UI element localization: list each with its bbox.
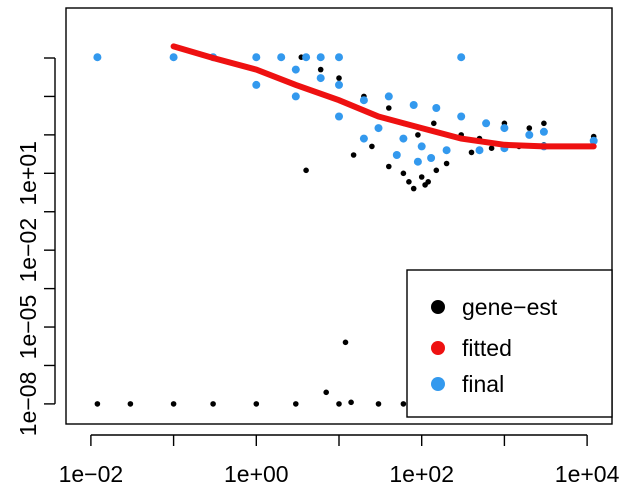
point-0-18 (415, 132, 421, 138)
legend-marker-gene-est (431, 300, 445, 314)
point-2-24 (374, 124, 383, 133)
point-2-28 (475, 146, 484, 155)
point-0-10 (323, 389, 330, 396)
x-tick-label-6: 1e+04 (555, 461, 620, 487)
point-2-9 (291, 65, 300, 74)
point-2-8 (457, 53, 466, 62)
point-0-33 (425, 179, 432, 185)
point-2-32 (359, 134, 368, 143)
point-0-19 (431, 120, 437, 127)
y-tick-label-6: 1e+01 (15, 141, 41, 206)
point-2-10 (316, 74, 325, 83)
y-tick-label-0: 1e−08 (15, 372, 41, 437)
x-tick-label-2: 1e+00 (224, 461, 289, 487)
point-0-3 (210, 401, 216, 407)
legend-label-fitted: fitted (462, 335, 512, 361)
point-0-9 (342, 339, 349, 346)
legend-marker-fitted (431, 341, 445, 355)
point-2-22 (291, 92, 300, 101)
point-0-34 (433, 167, 440, 174)
point-0-27 (386, 163, 392, 170)
point-2-25 (399, 134, 408, 143)
point-0-5 (293, 401, 299, 407)
point-0-29 (406, 179, 412, 185)
point-0-30 (410, 185, 417, 192)
point-0-6 (336, 401, 342, 407)
y-tick-label-2: 1e−05 (15, 295, 41, 360)
point-0-16 (386, 105, 392, 111)
point-2-11 (335, 80, 343, 89)
point-2-17 (482, 119, 491, 128)
point-2-35 (427, 154, 436, 162)
plot-frame (65, 7, 613, 425)
point-2-18 (500, 124, 509, 133)
point-0-13 (317, 66, 324, 73)
point-0-42 (303, 167, 309, 174)
legend-label-gene-est: gene−est (462, 294, 558, 320)
point-0-2 (170, 401, 177, 407)
point-2-34 (413, 157, 422, 166)
point-0-25 (350, 152, 357, 158)
point-0-37 (488, 145, 495, 151)
point-2-5 (302, 53, 311, 62)
point-0-4 (253, 401, 260, 407)
point-2-4 (277, 53, 286, 62)
point-2-33 (392, 151, 401, 159)
point-0-0 (94, 401, 101, 407)
fitted-curve (170, 43, 597, 150)
legend-marker-final (431, 377, 445, 391)
point-0-31 (418, 174, 425, 180)
point-2-20 (539, 127, 548, 136)
point-2-23 (335, 112, 343, 121)
point-2-14 (409, 101, 418, 109)
point-0-26 (369, 143, 375, 150)
point-2-19 (525, 130, 534, 139)
x-tick-label-4: 1e+02 (389, 461, 454, 487)
point-2-7 (335, 53, 343, 62)
y-axis: 1e−08 1e−05 1e−02 1e+01 (15, 57, 56, 437)
point-2-26 (417, 142, 426, 151)
point-0-7 (375, 401, 382, 407)
point-0-23 (526, 125, 533, 131)
point-2-13 (384, 92, 393, 101)
point-0-36 (468, 149, 475, 156)
point-2-1 (169, 53, 178, 62)
legend: gene−est fitted final (406, 269, 613, 418)
point-0-24 (541, 120, 547, 127)
point-0-8 (400, 401, 407, 407)
point-2-6 (316, 53, 325, 62)
point-0-11 (348, 399, 354, 406)
point-2-3 (252, 53, 261, 62)
point-2-31 (589, 136, 598, 145)
point-0-28 (400, 170, 407, 177)
point-2-15 (432, 104, 441, 112)
point-0-14 (336, 75, 342, 81)
x-axis: 1e−02 1e+00 1e+02 1e+04 (59, 434, 620, 487)
point-2-0 (93, 53, 102, 62)
point-2-27 (442, 146, 451, 155)
x-tick-label-0: 1e−02 (59, 461, 124, 487)
y-tick-label-4: 1e−02 (15, 218, 41, 283)
point-0-1 (127, 401, 134, 407)
point-2-12 (359, 96, 368, 105)
legend-label-final: final (462, 371, 504, 397)
point-2-16 (457, 112, 466, 121)
point-0-35 (443, 160, 450, 167)
point-2-21 (252, 80, 261, 89)
fitted-line-path (170, 43, 597, 150)
